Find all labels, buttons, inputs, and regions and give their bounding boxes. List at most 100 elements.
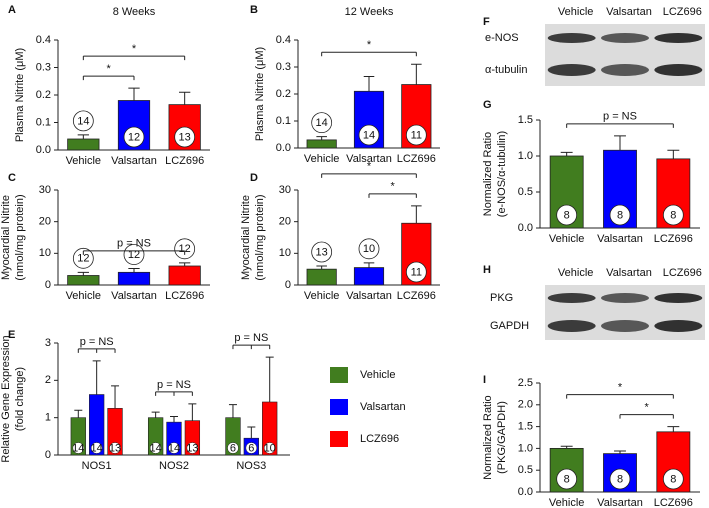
bar bbox=[117, 271, 151, 286]
y-axis-label: Myocardial Nitrite bbox=[240, 195, 252, 280]
significance-bracket bbox=[321, 51, 417, 57]
n-circle bbox=[174, 238, 196, 260]
n-label: 8 bbox=[670, 473, 676, 485]
bar bbox=[353, 267, 385, 286]
y-tick-label: 0.1 bbox=[276, 115, 291, 127]
n-label: 10 bbox=[264, 442, 276, 454]
n-label: 12 bbox=[179, 243, 191, 255]
n-circle bbox=[556, 204, 578, 226]
x-tick-label: LCZ696 bbox=[654, 497, 693, 508]
n-label: 14 bbox=[77, 115, 89, 127]
y-tick-label: 0 bbox=[285, 279, 291, 291]
y-tick-label: 30 bbox=[39, 184, 51, 196]
x-tick-label: LCZ696 bbox=[165, 290, 204, 302]
bar bbox=[168, 265, 201, 286]
blot-band bbox=[601, 64, 649, 76]
significance-bracket bbox=[82, 75, 135, 81]
blot-band bbox=[547, 33, 596, 43]
x-tick-label: Valsartan bbox=[111, 155, 157, 167]
blot-band bbox=[547, 293, 596, 303]
panel-letter: I bbox=[483, 374, 486, 386]
n-circle bbox=[168, 442, 180, 454]
n-circle bbox=[609, 204, 631, 226]
n-circle bbox=[311, 112, 333, 134]
n-label: 13 bbox=[179, 131, 191, 143]
x-tick-label: LCZ696 bbox=[397, 290, 436, 302]
legend-label: LCZ696 bbox=[360, 433, 399, 445]
y-tick-label: 0.1 bbox=[36, 116, 51, 128]
error-bar bbox=[316, 136, 327, 140]
n-circle bbox=[405, 261, 427, 283]
error-bar bbox=[363, 75, 375, 92]
significance-bracket bbox=[77, 348, 116, 353]
panel-letter: A bbox=[8, 4, 16, 16]
n-label: 12 bbox=[128, 249, 140, 261]
n-circle bbox=[311, 241, 333, 263]
x-tick-label: Vehicle bbox=[304, 290, 339, 302]
panel-letter: B bbox=[250, 4, 258, 16]
error-bar bbox=[411, 63, 422, 85]
significance-bracket bbox=[82, 55, 186, 61]
blot-band bbox=[547, 64, 596, 76]
n-circle bbox=[174, 126, 196, 148]
lane-label: Vehicle bbox=[558, 6, 593, 18]
significance-bracket bbox=[232, 344, 271, 350]
n-label: 8 bbox=[617, 209, 623, 221]
n-label: 14 bbox=[316, 117, 328, 129]
x-tick-label: Valsartan bbox=[597, 497, 643, 508]
panel-title: 12 Weeks bbox=[345, 6, 394, 18]
n-label: 11 bbox=[411, 266, 422, 278]
y-tick-label: 20 bbox=[279, 216, 291, 228]
y-axis-label: (nmol/mg protein) bbox=[254, 194, 266, 280]
n-circle bbox=[123, 244, 145, 265]
lane-label: LCZ696 bbox=[663, 267, 702, 279]
error-bar bbox=[77, 134, 89, 139]
panel-letter: G bbox=[483, 99, 492, 111]
n-label: 8 bbox=[564, 209, 570, 221]
n-circle bbox=[405, 124, 427, 146]
y-tick-label: 0.3 bbox=[36, 61, 51, 73]
row-label: α-tubulin bbox=[485, 64, 527, 76]
y-axis-label: Plasma Nitrite (μM) bbox=[14, 48, 26, 142]
significance-bracket bbox=[619, 414, 674, 419]
n-circle bbox=[358, 124, 380, 146]
n-circle bbox=[358, 238, 380, 260]
n-circle bbox=[556, 468, 578, 490]
y-tick-label: 0.2 bbox=[36, 89, 51, 101]
significance-label: p = NS bbox=[80, 336, 114, 348]
bar bbox=[107, 408, 123, 456]
n-label: 12 bbox=[128, 131, 140, 143]
significance-label: p = NS bbox=[234, 332, 268, 344]
bar bbox=[306, 268, 337, 286]
error-bar bbox=[179, 262, 191, 266]
n-label: 6 bbox=[248, 442, 254, 454]
y-tick-label: 2 bbox=[45, 374, 51, 386]
significance-bracket bbox=[321, 173, 417, 178]
significance-label: * bbox=[132, 43, 137, 55]
significance-bracket bbox=[368, 193, 417, 198]
error-bar bbox=[265, 356, 274, 402]
n-label: 11 bbox=[411, 129, 422, 141]
y-axis-label: Normalized Ratio bbox=[482, 132, 494, 216]
error-bar bbox=[77, 271, 89, 276]
n-label: 13 bbox=[109, 442, 121, 454]
y-axis-label: Myocardial Nitrite bbox=[0, 195, 12, 280]
y-tick-label: 1 bbox=[45, 412, 51, 424]
significance-label: * bbox=[367, 39, 372, 51]
row-label: e-NOS bbox=[485, 32, 519, 44]
n-circle bbox=[609, 468, 631, 490]
significance-bracket bbox=[155, 391, 193, 396]
significance-label: * bbox=[107, 63, 112, 75]
y-tick-label: 0.4 bbox=[36, 34, 51, 46]
y-tick-label: 0.2 bbox=[276, 88, 291, 100]
y-tick-label: 0.0 bbox=[518, 222, 533, 234]
row-label: GAPDH bbox=[490, 320, 529, 332]
n-label: 14 bbox=[168, 442, 180, 454]
y-tick-label: 0.3 bbox=[276, 61, 291, 73]
y-axis-label: (e-NOS/α-tubulin) bbox=[496, 131, 508, 217]
x-tick-label: Vehicle bbox=[304, 153, 339, 165]
lane-label: Vehicle bbox=[558, 267, 593, 279]
lane-label: Valsartan bbox=[606, 267, 652, 279]
n-label: 14 bbox=[91, 442, 103, 454]
y-tick-label: 3 bbox=[45, 337, 51, 349]
